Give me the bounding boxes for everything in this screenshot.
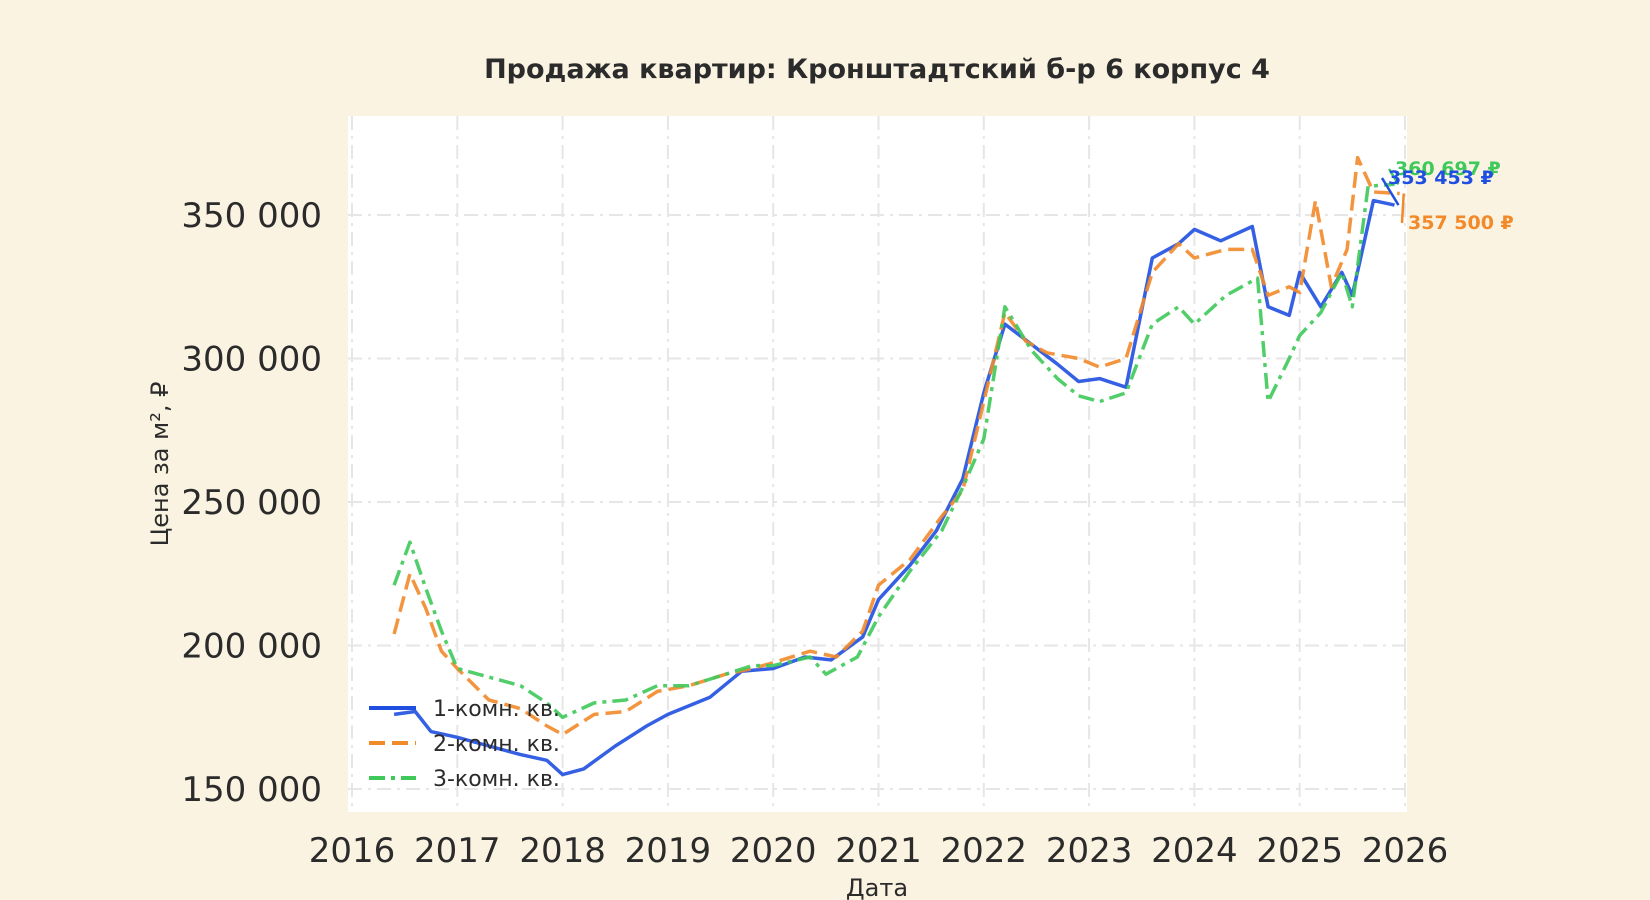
annotation-label: 353 453 ₽ bbox=[1388, 167, 1494, 189]
x-tick-label: 2017 bbox=[414, 831, 501, 871]
x-tick-label: 2026 bbox=[1362, 831, 1449, 871]
x-axis-label: Дата bbox=[846, 874, 908, 900]
x-tick-label: 2025 bbox=[1256, 831, 1343, 871]
annotations: 360 697 ₽353 453 ₽ 357 500 ₽ bbox=[1380, 158, 1514, 234]
legend-entry: 3-комн. кв. bbox=[433, 767, 560, 792]
y-tick-label: 150 000 bbox=[181, 770, 322, 810]
series-group bbox=[392, 155, 1400, 777]
ticks: 2016 2017 2018 2019 2020 2021 2022 2023 2024 2025… bbox=[181, 196, 1448, 871]
annotation-arrow bbox=[1380, 177, 1400, 206]
x-tick-label: 2018 bbox=[519, 831, 606, 871]
x-tick-label: 2019 bbox=[625, 831, 712, 871]
chart-title: Продажа квартир: Кронштадтский б-р 6 кор… bbox=[484, 54, 1270, 85]
y-tick-label: 200 000 bbox=[181, 627, 322, 667]
y-tick-label: 250 000 bbox=[181, 483, 322, 523]
legend: 1-комн. кв. 2-комн. кв. 3-комн. кв. bbox=[369, 697, 560, 792]
grid bbox=[348, 116, 1407, 812]
annotation-label: 357 500 ₽ bbox=[1408, 212, 1514, 234]
legend-entry: 2-комн. кв. bbox=[433, 732, 560, 757]
series-line bbox=[392, 155, 1400, 737]
series-line bbox=[393, 198, 1395, 777]
x-tick-label: 2024 bbox=[1151, 831, 1238, 871]
x-tick-label: 2021 bbox=[835, 831, 922, 871]
y-tick-label: 300 000 bbox=[181, 340, 322, 380]
x-tick-label: 2020 bbox=[730, 831, 817, 871]
annotation-arrow bbox=[1387, 168, 1400, 185]
y-tick-label: 350 000 bbox=[181, 196, 322, 236]
annotation-label: 360 697 ₽ bbox=[1395, 158, 1501, 180]
legend-entry: 1-комн. кв. bbox=[433, 697, 560, 722]
x-tick-label: 2022 bbox=[941, 831, 1028, 871]
series-line bbox=[392, 182, 1395, 720]
x-tick-label: 2023 bbox=[1046, 831, 1133, 871]
x-tick-label: 2016 bbox=[309, 831, 396, 871]
annotation-arrow bbox=[1400, 193, 1405, 224]
y-axis-label: Цена за м², ₽ bbox=[146, 382, 174, 547]
